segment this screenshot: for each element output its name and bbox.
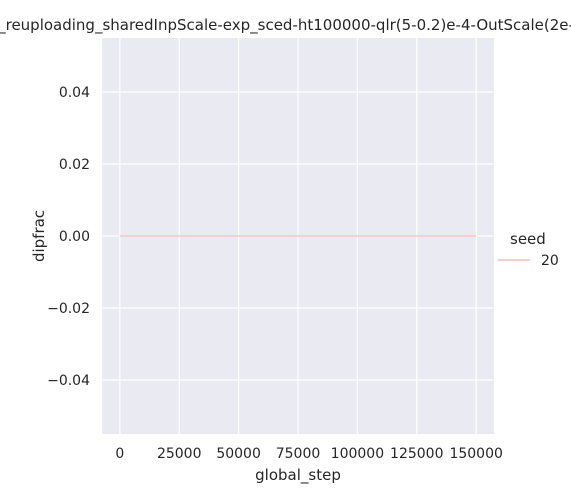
x-tick-label: 75000: [276, 446, 321, 462]
x-tick-label: 125000: [390, 446, 443, 462]
x-axis-label: global_step: [255, 466, 341, 485]
chart-title: _reuploading_sharedInpScale-exp_sced-ht1…: [0, 16, 571, 35]
y-tick-label: 0.04: [59, 85, 90, 101]
y-tick-label: 0.00: [59, 229, 90, 245]
y-axis-label: dipfrac: [30, 210, 48, 262]
legend: seed 20: [498, 230, 559, 269]
legend-entry-label: 20: [541, 253, 559, 269]
x-tick-label: 150000: [449, 446, 502, 462]
x-tick-label: 100000: [331, 446, 384, 462]
x-tick-label: 25000: [157, 446, 202, 462]
x-tick-label: 50000: [216, 446, 261, 462]
x-tick-labels: 0 25000 50000 75000 100000 125000 150000: [115, 446, 503, 462]
legend-title: seed: [510, 230, 546, 248]
x-tick-label: 0: [115, 446, 124, 462]
y-tick-label: −0.04: [47, 373, 90, 389]
y-tick-label: −0.02: [47, 301, 90, 317]
y-tick-labels: 0.04 0.02 0.00 −0.02 −0.04: [47, 85, 90, 389]
y-tick-label: 0.02: [59, 157, 90, 173]
